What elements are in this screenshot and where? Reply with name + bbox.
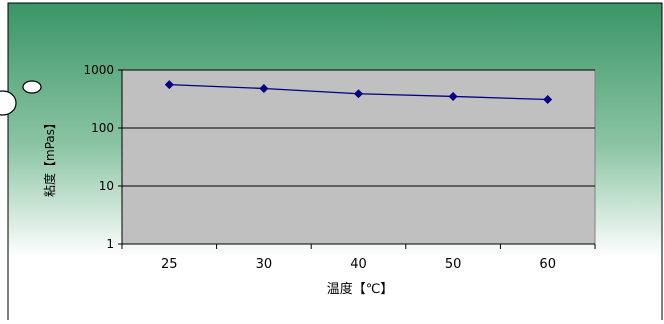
- series-markers: [164, 80, 553, 105]
- axes: [118, 69, 596, 249]
- gridlines: [122, 69, 595, 187]
- x-tick-label: 30: [256, 257, 273, 272]
- y-axis-title: 粘度【mPas】: [42, 117, 57, 197]
- y-tick-label: 100: [91, 121, 114, 135]
- data-point-marker: [543, 95, 553, 105]
- data-point-marker: [448, 91, 458, 101]
- data-point-marker: [164, 80, 174, 90]
- y-tick-labels: 1 10 100 1000: [83, 63, 114, 251]
- x-axis-title: 温度【℃】: [327, 281, 394, 297]
- x-tick-labels: 25 30 40 50 60: [161, 257, 556, 272]
- callout-oval-small: [22, 80, 42, 94]
- y-tick-label: 10: [99, 179, 114, 193]
- x-tick-label: 50: [445, 257, 462, 272]
- data-point-marker: [354, 89, 363, 99]
- callout-oval-large: [0, 90, 17, 116]
- x-tick-label: 40: [350, 257, 367, 272]
- y-tick-label: 1: [106, 237, 114, 251]
- x-tick-label: 60: [539, 257, 556, 272]
- data-point-marker: [259, 83, 269, 93]
- y-tick-label: 1000: [83, 63, 114, 77]
- x-tick-label: 25: [161, 257, 178, 272]
